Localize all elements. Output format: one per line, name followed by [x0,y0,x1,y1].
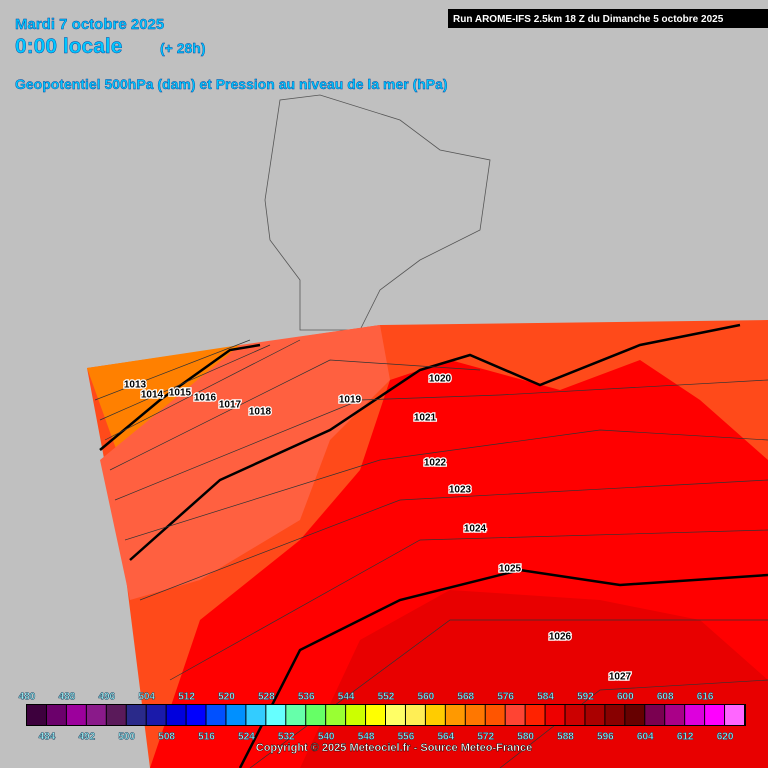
colorbar-cell [246,705,266,725]
colorbar-cell [465,705,485,725]
field-dark-orange [87,345,240,460]
height-contours [99,323,768,768]
colorbar-cell [206,705,226,725]
colorbar-label: 500 [118,732,135,743]
colorbar-label: 504 [138,692,155,703]
colorbar-label: 608 [657,692,674,703]
colorbar-cell [425,705,445,725]
colorbar-cell [585,705,605,725]
colorbar-label: 552 [378,692,395,703]
colorbar-label: 528 [258,692,275,703]
isobar-label: 1027 [609,672,632,683]
lead-time: (+ 28h) [160,40,206,56]
colorbar-cell [405,705,425,725]
colorbar-cell [86,705,106,725]
colorbar-label: 532 [278,732,295,743]
isobar-label: 1022 [424,458,447,469]
colorbar-cell [485,705,505,725]
colorbar-label: 616 [697,692,714,703]
colorbar-label: 516 [198,732,215,743]
colorbar-cell [186,705,206,725]
colorbar-label: 604 [637,732,654,743]
colorbar-label: 548 [358,732,375,743]
forecast-date: Mardi 7 octobre 2025 [15,16,164,33]
colorbar-cell [166,705,186,725]
coastline [264,94,491,331]
colorbar-label: 508 [158,732,175,743]
colorbar-cell [725,705,744,725]
colorbar-label: 576 [497,692,514,703]
colorbar-cell [645,705,665,725]
colorbar-cell [625,705,645,725]
colorbar-cell [505,705,525,725]
colorbar-label: 492 [78,732,95,743]
colorbar-cell [366,705,385,725]
colorbar-cell [525,705,545,725]
field-salmon [100,325,390,600]
run-info: Run AROME-IFS 2.5km 18 Z du Dimanche 5 o… [453,14,724,25]
isobar-label: 1019 [339,395,362,406]
colorbar-label: 588 [557,732,574,743]
colorbar-cell [46,705,66,725]
colorbar-label: 620 [717,732,734,743]
colorbar-label: 564 [437,732,454,743]
colorbar-cell [445,705,465,725]
isobar-label: 1018 [249,407,272,418]
colorbar-label: 596 [597,732,614,743]
colorbar-label: 612 [677,732,694,743]
run-box [448,9,768,28]
isobar-label: 1024 [464,524,487,535]
colorbar-cell [266,705,286,725]
colorbar-label: 540 [318,732,335,743]
colorbar-cell [326,705,346,725]
colorbar-label: 544 [338,692,355,703]
colorbar-label: 520 [218,692,235,703]
isobar-label: 1016 [194,393,217,404]
colorbar-cell [605,705,625,725]
colorbar-label: 556 [398,732,415,743]
colorbar-label: 600 [617,692,634,703]
isobar-label: 1021 [414,413,437,424]
colorbar-label: 592 [577,692,594,703]
colorbar-cell [685,705,705,725]
colorbar-label: 496 [98,692,115,703]
forecast-time: 0:00 locale [15,35,122,58]
colorbar-cell [665,705,685,725]
colorbar-label: 536 [298,692,315,703]
colorbar-label: 488 [59,692,76,703]
isobar-label: 1023 [449,485,472,496]
colorbar-cell [286,705,306,725]
colorbar-label: 580 [517,732,534,743]
colorbar-cell [386,705,405,725]
isobar-label: 1017 [219,400,242,411]
colorbar-cell [106,705,126,725]
isobar-label: 1026 [549,632,572,643]
colorbar-label: 480 [19,692,36,703]
colorbar-cell [346,705,366,725]
copyright: Copyright © 2025 Meteociel.fr - Source M… [256,742,532,754]
colorbar-label: 524 [238,732,255,743]
colorbar-cell [226,705,246,725]
colorbar-label: 568 [457,692,474,703]
colorbar-cell [545,705,565,725]
colorbar-cell [705,705,725,725]
colorbar-cell [27,705,46,725]
colorbar-label: 584 [537,692,554,703]
isobar-label: 1015 [169,388,192,399]
isobar-label: 1025 [499,564,522,575]
isobar-label: 1020 [429,374,452,385]
isobar-label: 1014 [141,390,164,401]
isobar-label: 1013 [124,380,147,391]
colorbar-cell [126,705,146,725]
colorbar-label: 484 [39,732,56,743]
colorbar-label: 512 [178,692,195,703]
colorbar-label: 572 [477,732,494,743]
colorbar-cell [306,705,326,725]
colorbar-label: 560 [418,692,435,703]
map-subtitle: Geopotentiel 500hPa (dam) et Pression au… [15,76,448,92]
colorbar-cell [146,705,166,725]
colorbar-cell [66,705,86,725]
colorbar-cell [565,705,585,725]
